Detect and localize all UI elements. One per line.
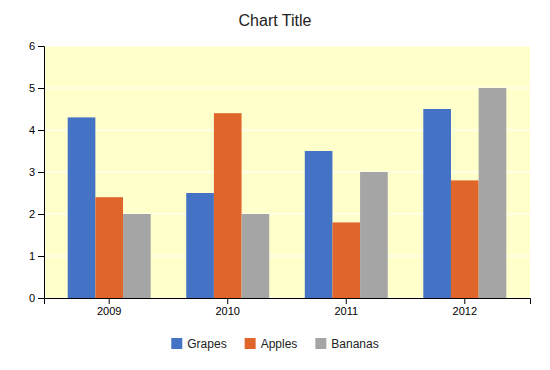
x-axis: 2009 2010 2011 2012 (45, 298, 531, 317)
y-tick-label: 2 (29, 208, 35, 220)
bar (360, 172, 388, 298)
y-tick: 2 (29, 208, 44, 220)
legend-swatch (171, 338, 182, 349)
bar (305, 151, 333, 298)
grid-line (44, 88, 530, 89)
y-tick: 5 (29, 82, 44, 94)
y-tick-mark (38, 298, 44, 299)
x-tick-label: 2010 (215, 305, 239, 317)
y-tick-mark (38, 88, 44, 89)
legend-swatch (245, 338, 256, 349)
bar (332, 222, 360, 298)
title: Chart Title (239, 12, 312, 29)
y-tick-label: 3 (29, 166, 35, 178)
legend-label: Grapes (187, 337, 226, 351)
x-tick: 2011 (334, 298, 358, 317)
y-tick-mark (38, 214, 44, 215)
plot: 0 1 2 3 4 5 6 2009 2010 2011 2012 (29, 40, 531, 317)
x-tick-mark (109, 298, 110, 304)
y-tick-label: 6 (29, 40, 35, 52)
x-tick: 2010 (215, 298, 239, 317)
grid-line (44, 172, 530, 173)
legend: Grapes Apples Bananas (171, 337, 378, 351)
bar-series (95, 113, 478, 298)
legend-item: Grapes (171, 337, 226, 351)
y-tick: 1 (29, 250, 44, 262)
y-tick-mark (38, 46, 44, 47)
y-tick: 4 (29, 124, 44, 136)
legend-item: Bananas (315, 337, 378, 351)
legend-label: Bananas (331, 337, 378, 351)
bar-series (68, 109, 451, 298)
grid-line (44, 46, 530, 47)
grid-line (44, 130, 530, 131)
x-tick-label: 2009 (97, 305, 121, 317)
x-tick-mark (464, 298, 465, 304)
x-tick-label: 2011 (334, 305, 358, 317)
chart: Chart Title 0 1 2 3 4 5 6 2009 2010 2011 2012 Grapes… (0, 0, 550, 370)
y-tick-mark (38, 130, 44, 131)
grid (44, 46, 530, 298)
bar (451, 180, 479, 298)
bar (68, 117, 96, 298)
plot-background (44, 46, 530, 298)
bar (186, 193, 214, 298)
y-tick: 6 (29, 40, 44, 52)
x-tick-label: 2012 (453, 305, 477, 317)
bar (214, 113, 242, 298)
bar (95, 197, 123, 298)
y-tick: 3 (29, 166, 44, 178)
y-tick-label: 4 (29, 124, 35, 136)
y-tick-label: 0 (29, 292, 35, 304)
y-tick-mark (38, 172, 44, 173)
x-axis-line (45, 299, 531, 305)
bar (479, 88, 507, 298)
y-axis: 0 1 2 3 4 5 6 (29, 40, 45, 304)
legend-item: Apples (245, 337, 298, 351)
y-tick-mark (38, 256, 44, 257)
bar (423, 109, 451, 298)
bar (123, 214, 151, 298)
y-tick-label: 1 (29, 250, 35, 262)
legend-label: Apples (261, 337, 298, 351)
y-tick-label: 5 (29, 82, 35, 94)
y-tick: 0 (29, 292, 44, 304)
x-tick: 2012 (453, 298, 477, 317)
x-tick-mark (346, 298, 347, 304)
y-axis-line (38, 47, 45, 299)
x-tick-mark (227, 298, 228, 304)
x-tick: 2009 (97, 298, 121, 317)
bar-series (123, 88, 506, 298)
legend-swatch (315, 338, 326, 349)
bar (242, 214, 270, 298)
bars (68, 88, 507, 298)
